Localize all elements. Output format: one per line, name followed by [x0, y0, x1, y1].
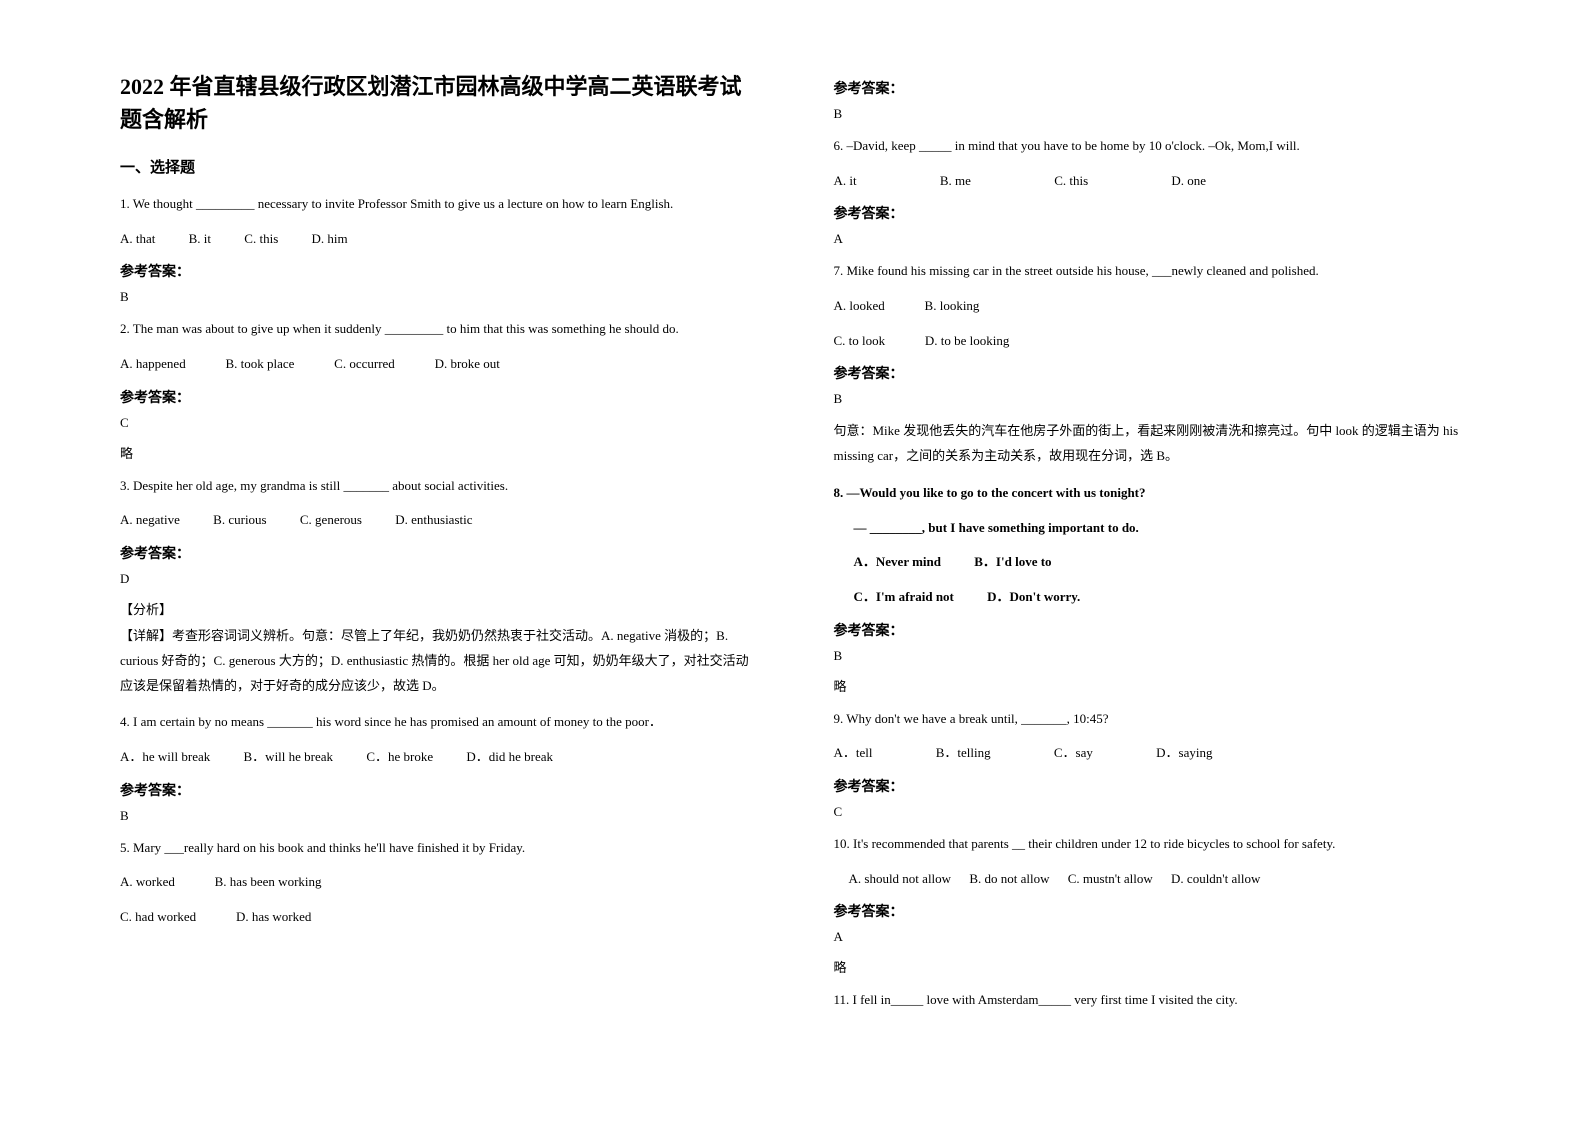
answer-label: 参考答案：: [834, 901, 1468, 921]
answer-label: 参考答案：: [834, 78, 1468, 98]
right-column: 参考答案： B 6. –David, keep _____ in mind th…: [794, 70, 1488, 1052]
answer-8: B: [834, 648, 1468, 664]
answer-1: B: [120, 289, 754, 305]
answer-6: A: [834, 231, 1468, 247]
question-5: 5. Mary ___really hard on his book and t…: [120, 836, 754, 861]
opt-c: C. to look: [834, 333, 886, 348]
opt-c: C．say: [1054, 745, 1093, 760]
question-7-options-ab: A. looked B. looking: [834, 294, 1468, 319]
question-3-options: A. negative B. curious C. generous D. en…: [120, 508, 754, 533]
question-9: 9. Why don't we have a break until, ____…: [834, 707, 1468, 732]
question-8-options-ab: A．Never mind B．I'd love to: [834, 550, 1468, 575]
opt-d: D．saying: [1156, 745, 1212, 760]
question-5-options-cd: C. had worked D. has worked: [120, 905, 754, 930]
answer-2-lue: 略: [120, 443, 754, 462]
answer-7: B: [834, 391, 1468, 407]
opt-a: A. happened: [120, 356, 186, 371]
opt-c: C. generous: [300, 512, 362, 527]
opt-b: B．I'd love to: [974, 554, 1051, 569]
question-6-options: A. it B. me C. this D. one: [834, 169, 1468, 194]
exam-title: 2022 年省直辖县级行政区划潜江市园林高级中学高二英语联考试题含解析: [120, 70, 754, 136]
opt-d: D. broke out: [435, 356, 500, 371]
answer-label: 参考答案：: [834, 776, 1468, 796]
answer-label: 参考答案：: [834, 203, 1468, 223]
opt-c: C. had worked: [120, 909, 196, 924]
opt-a: A．tell: [834, 745, 873, 760]
opt-b: B．will he break: [244, 749, 334, 764]
question-7: 7. Mike found his missing car in the str…: [834, 259, 1468, 284]
answer-2: C: [120, 415, 754, 431]
question-10-options: A. should not allow B. do not allow C. m…: [834, 867, 1468, 892]
opt-d: D. one: [1171, 169, 1206, 194]
answer-10: A: [834, 929, 1468, 945]
opt-b: B. do not allow: [969, 871, 1049, 886]
opt-b: B. it: [189, 231, 211, 246]
question-4: 4. I am certain by no means _______ his …: [120, 710, 754, 735]
opt-c: C. this: [1054, 169, 1088, 194]
question-8-line2: — ________, but I have something importa…: [834, 516, 1468, 541]
question-2: 2. The man was about to give up when it …: [120, 317, 754, 342]
opt-a: A. it: [834, 169, 857, 194]
opt-d: D. couldn't allow: [1171, 871, 1260, 886]
question-2-options: A. happened B. took place C. occurred D.…: [120, 352, 754, 377]
opt-a: A. should not allow: [849, 871, 952, 886]
answer-3: D: [120, 571, 754, 587]
question-1-options: A. that B. it C. this D. him: [120, 227, 754, 252]
question-7-options-cd: C. to look D. to be looking: [834, 329, 1468, 354]
opt-a: A. looked: [834, 298, 885, 313]
opt-d: D．Don't worry.: [987, 589, 1080, 604]
opt-b: B. curious: [213, 512, 266, 527]
answer-5: B: [834, 106, 1468, 122]
question-9-options: A．tell B．telling C．say D．saying: [834, 741, 1468, 766]
answer-8-lue: 略: [834, 676, 1468, 695]
question-5-options-ab: A. worked B. has been working: [120, 870, 754, 895]
question-3: 3. Despite her old age, my grandma is st…: [120, 474, 754, 499]
question-4-options: A．he will break B．will he break C．he bro…: [120, 745, 754, 770]
question-6: 6. –David, keep _____ in mind that you h…: [834, 134, 1468, 159]
answer-9: C: [834, 804, 1468, 820]
section-header: 一、选择题: [120, 156, 754, 177]
question-1: 1. We thought _________ necessary to inv…: [120, 192, 754, 217]
analysis-7: 句意：Mike 发现他丢失的汽车在他房子外面的街上，看起来刚刚被清洗和擦亮过。句…: [834, 419, 1468, 468]
opt-d: D. to be looking: [925, 333, 1010, 348]
opt-b: B. has been working: [215, 874, 322, 889]
analysis-3: 【详解】考查形容词词义辨析。句意：尽管上了年纪，我奶奶仍然热衷于社交活动。A. …: [120, 624, 754, 698]
opt-c: C. occurred: [334, 356, 395, 371]
left-column: 2022 年省直辖县级行政区划潜江市园林高级中学高二英语联考试题含解析 一、选择…: [100, 70, 794, 1052]
answer-label: 参考答案：: [120, 261, 754, 281]
opt-a: A. that: [120, 231, 155, 246]
opt-d: D. enthusiastic: [395, 512, 472, 527]
opt-b: B. me: [940, 169, 971, 194]
opt-c: C. this: [244, 231, 278, 246]
opt-a: A．he will break: [120, 749, 210, 764]
opt-d: D. him: [312, 231, 348, 246]
opt-a: A. worked: [120, 874, 175, 889]
opt-b: B. took place: [225, 356, 294, 371]
question-10: 10. It's recommended that parents __ the…: [834, 832, 1468, 857]
analysis-label: 【分析】: [120, 599, 754, 618]
opt-a: A．Never mind: [854, 554, 942, 569]
opt-d: D. has worked: [236, 909, 311, 924]
opt-b: B．telling: [936, 745, 991, 760]
answer-4: B: [120, 808, 754, 824]
opt-d: D．did he break: [466, 749, 553, 764]
answer-label: 参考答案：: [120, 543, 754, 563]
question-8-options-cd: C．I'm afraid not D．Don't worry.: [834, 585, 1468, 610]
answer-label: 参考答案：: [120, 780, 754, 800]
opt-c: C．he broke: [366, 749, 433, 764]
opt-c: C．I'm afraid not: [854, 589, 954, 604]
answer-label: 参考答案：: [834, 620, 1468, 640]
answer-10-lue: 略: [834, 957, 1468, 976]
question-8-line1: 8. —Would you like to go to the concert …: [834, 481, 1468, 506]
opt-c: C. mustn't allow: [1068, 871, 1153, 886]
answer-label: 参考答案：: [120, 387, 754, 407]
opt-a: A. negative: [120, 512, 180, 527]
opt-b: B. looking: [925, 298, 980, 313]
answer-label: 参考答案：: [834, 363, 1468, 383]
question-11: 11. I fell in_____ love with Amsterdam__…: [834, 988, 1468, 1013]
